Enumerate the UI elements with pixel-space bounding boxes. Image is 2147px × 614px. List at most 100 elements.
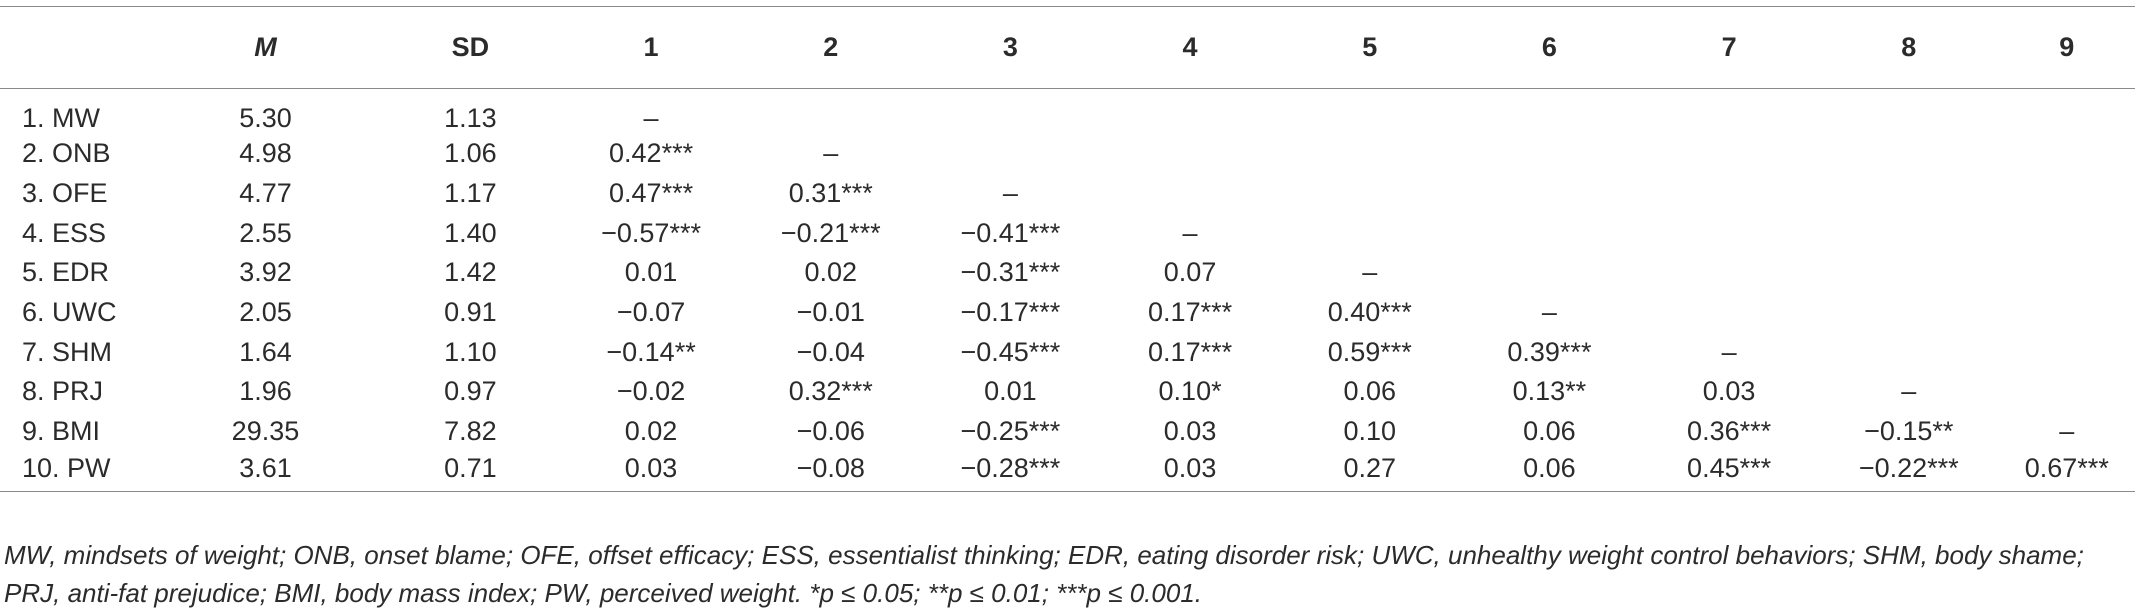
header-cell-3: 3 [920,6,1101,89]
table-cell: – [643,103,659,133]
table-cell: 1.13 [444,103,497,133]
row-label: 6. UWC [22,297,117,328]
table-row: 8. PRJ 1.96 0.97 −0.02 0.32*** 0.01 0.10* 0.06 0… [0,372,2135,412]
header-cell-7: 7 [1639,6,1819,89]
table-cell: – [1362,257,1378,288]
table-cell: −0.04 [796,336,865,367]
table-cell: −0.25*** [960,416,1061,447]
row-label: 10. PW [0,451,152,492]
table-cell [1460,253,1640,293]
table-cell: 1.06 [444,138,497,169]
row-label: 9. BMI [22,416,101,447]
table-cell: 0.31*** [788,178,873,209]
table-cell: −0.17*** [960,297,1061,328]
table-cell: 0.39*** [1507,336,1592,367]
table-cell: 0.01 [624,257,678,288]
table-row: 3. OFE 4.77 1.17 0.47*** 0.31*** – [0,174,2135,214]
table-note: MW, mindsets of weight; ONB, onset blame… [4,536,2134,612]
table-cell: 0.02 [624,416,678,447]
table-cell: 5.30 [239,103,292,133]
table-cell [1639,213,1819,253]
table-cell: 0.27 [1279,451,1460,492]
table-cell: 0.45*** [1639,451,1819,492]
table-cell: 0.07 [1163,257,1217,288]
table-cell: 0.42*** [609,138,694,169]
table-cell [1819,213,1999,253]
header-cell-5: 5 [1279,6,1460,89]
table-row: 6. UWC 2.05 0.91 −0.07 −0.01 −0.17*** 0.17*** 0… [0,293,2135,333]
header-cell-variable [0,6,152,89]
note-line-2: PRJ, anti-fat prejudice; BMI, body mass … [4,578,1203,608]
table-cell: −0.01 [796,297,865,328]
table-cell [1999,372,2135,412]
table-row: 7. SHM 1.64 1.10 −0.14** −0.04 −0.45*** 0.17**… [0,332,2135,372]
table-cell [1280,213,1460,253]
table-cell: −0.07 [616,297,686,328]
table-cell [1999,89,2135,135]
table-cell [921,134,1101,174]
table-cell: – [1541,297,1557,328]
table-cell: 1.17 [444,178,497,209]
table-cell [1639,293,1819,333]
table-cell [1100,134,1280,174]
table-row: 4. ESS 2.55 1.40 −0.57*** −0.21*** −0.41*** – [0,213,2135,253]
table-row: 1. MW 5.30 1.13 – [0,89,2135,135]
row-label: 1. MW [22,103,100,133]
table-cell: −0.45*** [960,336,1061,367]
table-cell [1639,253,1819,293]
table-cell [1100,89,1280,135]
table-cell: 0.10 [1343,416,1397,447]
table-cell [1280,134,1460,174]
table-cell: 0.17*** [1148,336,1233,367]
correlation-table: M SD 1 2 3 4 5 6 7 8 9 1. MW 5.30 1.13 – 2. ONB 4.98 1.0… [0,6,2135,492]
row-label: 7. SHM [22,336,113,367]
header-cell-4: 4 [1100,6,1280,89]
table-cell: −0.57*** [601,217,701,248]
table-cell [1280,89,1460,135]
table-row: 5. EDR 3.92 1.42 0.01 0.02 −0.31*** 0.07 – [0,253,2135,293]
table-cell: −0.41*** [960,217,1061,248]
table-cell: 0.03 [1100,451,1280,492]
table-cell: 4.98 [239,138,292,169]
table-cell: 0.67*** [1998,451,2135,492]
table-cell [1999,253,2135,293]
table-cell [1819,89,1999,135]
table-cell [1819,174,1999,214]
table-cell: 0.06 [1343,376,1397,407]
table-cell: – [1721,336,1737,367]
table-cell [1460,174,1640,214]
table-cell: 1.40 [444,217,497,248]
table-cell: −0.08 [740,451,921,492]
table-cell: 0.59*** [1327,336,1412,367]
table-cell: 3.92 [239,257,292,288]
table-cell: 29.35 [231,416,300,447]
table-cell: – [823,138,839,169]
table-cell [1460,89,1640,135]
table-cell [1999,213,2135,253]
table-cell: 0.03 [1702,376,1756,407]
table-cell: −0.22*** [1818,451,1999,492]
table-cell [1100,174,1280,214]
table-cell [1819,134,1999,174]
table-cell: 1.10 [444,336,497,367]
table-cell [741,89,921,135]
table-cell: 0.97 [444,376,497,407]
table-cell: – [1901,376,1917,407]
table-cell: 1.96 [239,376,292,407]
table-cell: 0.02 [804,257,857,288]
table-cell: 0.03 [1163,416,1217,447]
header-cell-6: 6 [1459,6,1640,89]
table-cell: 1.64 [239,336,292,367]
table-cell [1639,89,1819,135]
row-label: 5. EDR [22,257,110,288]
table-cell: 2.55 [239,217,292,248]
row-label: 3. OFE [22,178,108,209]
table-cell: 0.17*** [1148,297,1233,328]
table-cell: −0.06 [796,416,865,447]
table-cell: 0.06 [1523,416,1576,447]
table-cell: 3.61 [151,451,380,492]
table-cell: −0.21*** [780,217,881,248]
table-cell: 4.77 [239,178,292,209]
header-cell-sd: SD [379,6,562,89]
table-cell [1819,293,1999,333]
